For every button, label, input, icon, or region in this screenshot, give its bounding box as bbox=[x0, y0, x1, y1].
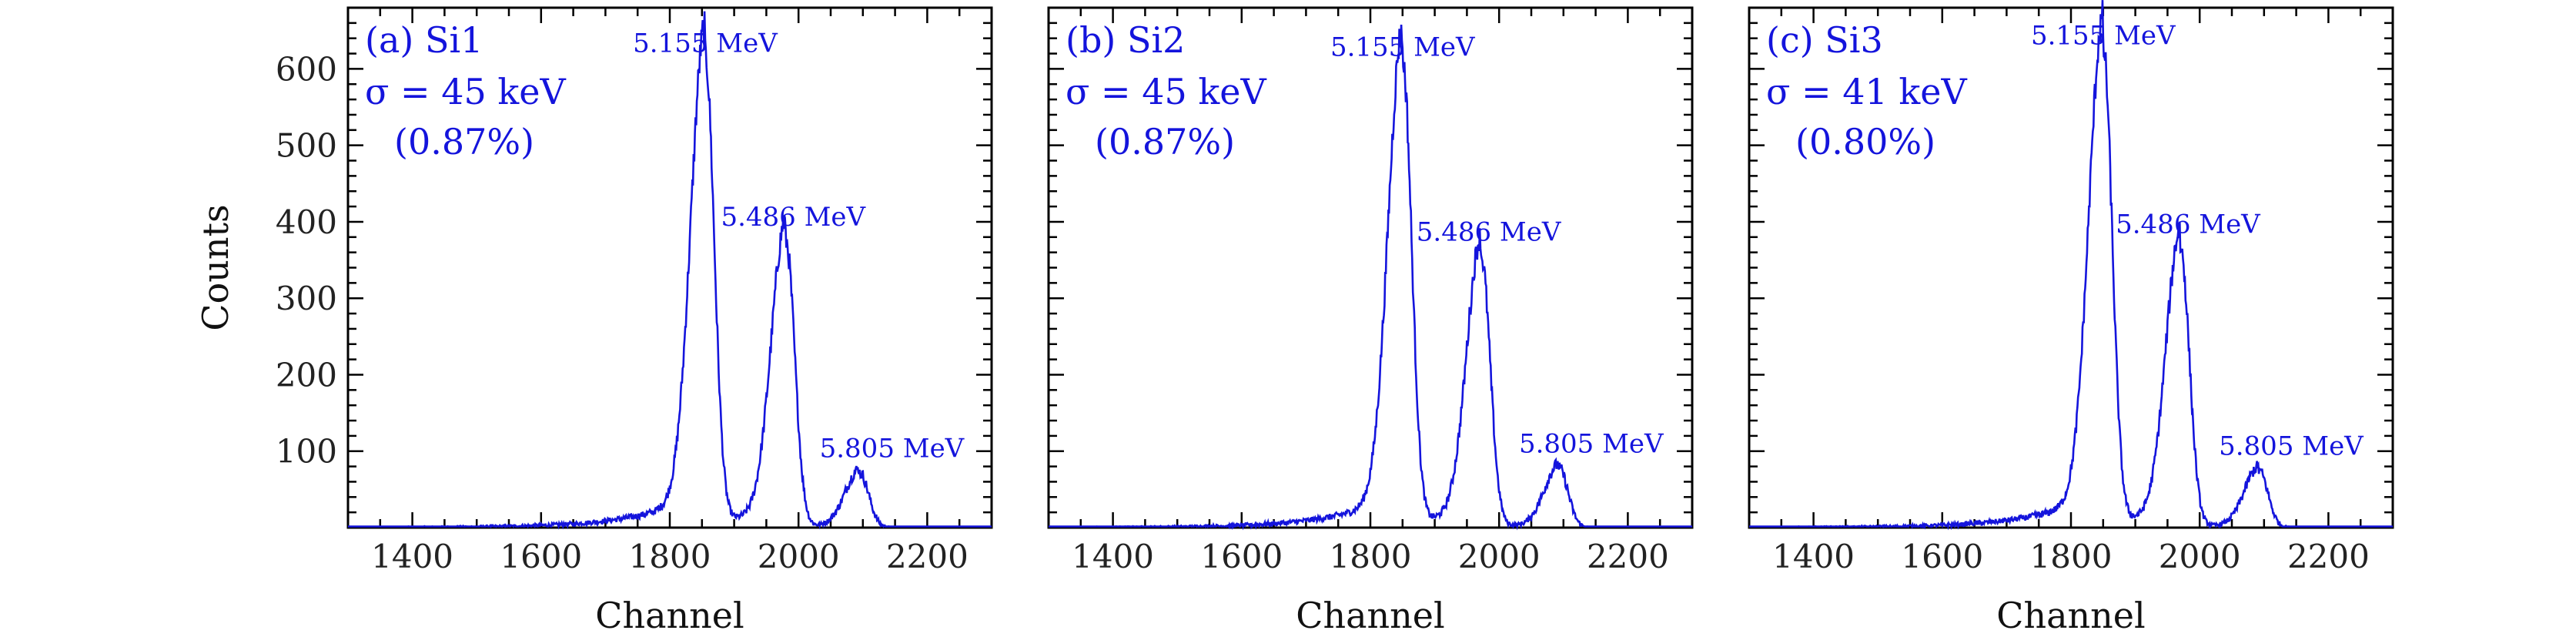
x-tick-label: 1800 bbox=[629, 538, 711, 575]
sigma-label: σ = 45 keV bbox=[365, 71, 566, 112]
x-tick-label: 1600 bbox=[1200, 538, 1283, 575]
sigma-label: σ = 45 keV bbox=[1066, 71, 1266, 112]
peak-energy-label: 5.486 MeV bbox=[721, 202, 866, 233]
y-tick-label: 200 bbox=[276, 356, 337, 394]
peak-energy-label: 5.155 MeV bbox=[633, 28, 778, 59]
panel-label: (c) Si3 bbox=[1766, 19, 1883, 61]
y-axis-title: Counts bbox=[195, 204, 236, 330]
chart-panel-1: 1400 1600 1800 2000 2200 100 200 300 400 500 600 Ch… bbox=[195, 6, 993, 636]
panel-label: (a) Si1 bbox=[365, 19, 483, 61]
y-tick-label: 300 bbox=[276, 280, 337, 317]
x-tick-label: 2000 bbox=[758, 538, 840, 575]
x-tick-label: 1400 bbox=[1772, 538, 1855, 575]
x-tick-label: 1800 bbox=[1330, 538, 1412, 575]
x-tick-label: 2000 bbox=[1458, 538, 1541, 575]
x-axis-title: Channel bbox=[595, 595, 744, 636]
spectrum-line bbox=[348, 11, 992, 530]
x-tick-label: 2200 bbox=[1587, 538, 1669, 575]
panel-label: (b) Si2 bbox=[1066, 19, 1185, 61]
x-tick-label: 2200 bbox=[886, 538, 969, 575]
resolution-percent-label: (0.87%) bbox=[1095, 121, 1235, 163]
spectrum-line bbox=[1049, 24, 1692, 531]
y-tick-label: 400 bbox=[276, 203, 337, 241]
x-axis-title: Channel bbox=[1996, 595, 2145, 636]
peak-energy-label: 5.486 MeV bbox=[2116, 210, 2261, 240]
y-tick-label: 100 bbox=[276, 433, 337, 471]
x-tick-label: 1400 bbox=[1072, 538, 1154, 575]
peak-energy-label: 5.805 MeV bbox=[820, 434, 965, 464]
spectrum-line bbox=[1749, 0, 2393, 531]
resolution-percent-label: (0.80%) bbox=[1795, 121, 1935, 163]
peak-energy-label: 5.805 MeV bbox=[2219, 431, 2364, 462]
x-tick-label: 2200 bbox=[2287, 538, 2370, 575]
x-tick-label: 1400 bbox=[371, 538, 453, 575]
peak-energy-label: 5.805 MeV bbox=[1519, 429, 1664, 460]
peak-energy-label: 5.155 MeV bbox=[1330, 32, 1476, 62]
x-axis-title: Channel bbox=[1296, 595, 1444, 636]
y-tick-label: 500 bbox=[276, 127, 337, 165]
sigma-label: σ = 41 keV bbox=[1766, 71, 1967, 112]
chart-panel-3: 1400 1600 1800 2000 2200 Channel 5.155 MeV 5.48… bbox=[1748, 0, 2394, 636]
x-tick-label: 2000 bbox=[2159, 538, 2241, 575]
x-tick-label: 1600 bbox=[500, 538, 582, 575]
x-tick-label: 1800 bbox=[2030, 538, 2113, 575]
peak-energy-label: 5.155 MeV bbox=[2031, 21, 2176, 52]
resolution-percent-label: (0.87%) bbox=[394, 121, 534, 163]
peak-energy-label: 5.486 MeV bbox=[1417, 217, 1562, 248]
y-tick-label: 600 bbox=[276, 50, 337, 88]
x-tick-label: 1600 bbox=[1901, 538, 1983, 575]
chart-panel-2: 1400 1600 1800 2000 2200 Channel 5.155 MeV 5.48… bbox=[1047, 6, 1694, 636]
